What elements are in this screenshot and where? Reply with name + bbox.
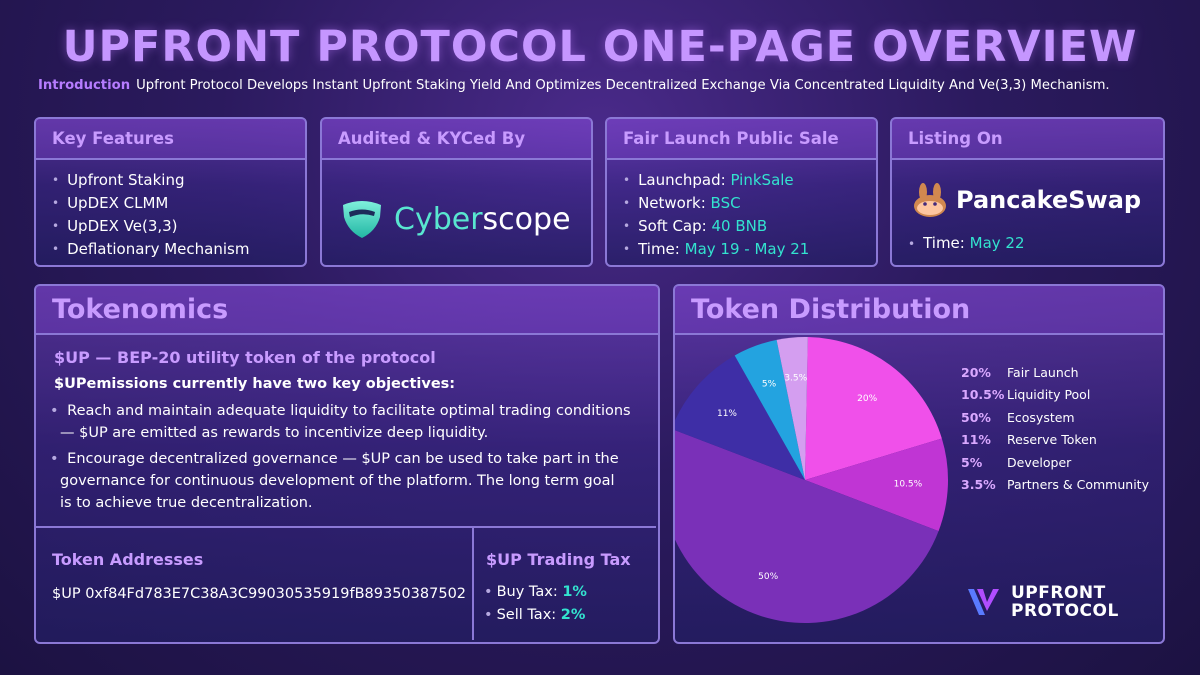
legend-percent: 10.5% — [961, 387, 1005, 403]
key-features-title: Key Features — [36, 119, 305, 160]
token-address: $UP 0xf84Fd783E7C38A3C99030535919fB89350… — [52, 586, 467, 602]
audited-card: Audited & KYCed By Cyberscope — [320, 117, 593, 267]
audited-title: Audited & KYCed By — [322, 119, 591, 160]
pancakeswap-wordmark: PancakeSwap — [956, 186, 1142, 214]
legend-percent: 50% — [961, 409, 991, 425]
pie-slice-label: 10.5% — [894, 480, 923, 490]
pie-slice-reserve-token — [675, 355, 805, 480]
tokenomics-divider-vertical — [472, 526, 474, 640]
legend-item: 50% Ecosystem — [961, 407, 1149, 429]
fair-launch-title: Fair Launch Public Sale — [607, 119, 876, 160]
objective-liquidity: Reach and maintain adequate liquidity to… — [50, 400, 660, 444]
fair-launch-list: Launchpad: PinkSale Network: BSC Soft Ca… — [607, 160, 876, 261]
key-features-card: Key Features Upfront Staking UpDEX CLMM … — [34, 117, 307, 267]
legend-item: 3.5% Partners & Community — [961, 474, 1149, 496]
upfront-protocol-logo: UPFRONT PROTOCOL — [965, 584, 1119, 620]
introduction-label: Introduction — [38, 78, 131, 93]
tokenomics-divider — [36, 526, 656, 528]
pie-legend: 20% Fair Launch 10.5% Liquidity Pool 50% Ecos… — [961, 362, 1149, 496]
network-item: Network: BSC — [623, 192, 876, 215]
legend-label: Reserve Token — [1007, 432, 1097, 448]
listing-title: Listing On — [892, 119, 1163, 160]
tokenomics-card: Tokenomics $UP — BEP-20 utility token of… — [34, 284, 660, 644]
pie-slice-fair-launch — [805, 337, 942, 480]
token-addresses-title: Token Addresses — [52, 550, 204, 569]
token-distribution-card: Token Distribution 20% 10.5% 50% 11% 5% 3.5% … — [673, 284, 1165, 644]
pie-slice-ecosystem — [675, 430, 939, 623]
pie-slice-developer — [734, 339, 805, 480]
pie-slice-partners-community — [776, 337, 808, 480]
tokenomics-title: Tokenomics — [36, 286, 658, 335]
legend-percent: 5% — [961, 454, 983, 470]
legend-item: 10.5% Liquidity Pool — [961, 384, 1149, 406]
objectives-heading: $UPemissions currently have two key obje… — [54, 376, 456, 392]
page-title: UPFRONT PROTOCOL ONE-PAGE OVERVIEW — [62, 22, 1138, 72]
introduction: Introduction Upfront Protocol Develops In… — [38, 78, 1178, 93]
launchpad-item: Launchpad: PinkSale — [623, 169, 876, 192]
legend-label: Fair Launch — [1007, 365, 1079, 380]
feature-item: Deflationary Mechanism — [52, 238, 305, 261]
legend-label: Liquidity Pool — [1007, 387, 1091, 403]
introduction-text: Upfront Protocol Develops Instant Upfron… — [136, 78, 1110, 93]
token-distribution-title: Token Distribution — [675, 286, 1163, 335]
cyberscope-wordmark: Cyberscope — [394, 201, 571, 237]
listing-card: Listing On PancakeSwap Time: May 22 — [890, 117, 1165, 267]
pie-slice-liquidity-pool — [805, 438, 948, 532]
upfront-logo-text: UPFRONT PROTOCOL — [1011, 583, 1119, 621]
sale-time-item: Time: May 19 - May 21 — [623, 238, 876, 261]
fair-launch-card: Fair Launch Public Sale Launchpad: PinkS… — [605, 117, 878, 267]
legend-percent: 3.5% — [961, 476, 996, 492]
feature-item: UpDEX Ve(3,3) — [52, 215, 305, 238]
legend-item: 20% Fair Launch — [961, 362, 1149, 384]
listing-time: Time: May 22 — [908, 234, 1024, 252]
legend-item: 11% Reserve Token — [961, 429, 1149, 451]
shield-icon — [343, 201, 381, 238]
bunny-icon — [914, 183, 946, 217]
pie-slice-label: 3.5% — [784, 373, 807, 383]
upfront-logo-icon — [968, 589, 999, 615]
legend-label: Developer — [1007, 454, 1072, 470]
legend-percent: 11% — [961, 432, 991, 448]
pie-slice-label: 50% — [758, 572, 778, 582]
pie-slice-label: 11% — [717, 409, 737, 419]
feature-item: Upfront Staking — [52, 169, 305, 192]
pie-slice-label: 5% — [762, 380, 777, 390]
legend-label: Partners & Community — [1007, 476, 1149, 492]
tokenomics-subtitle: $UP — BEP-20 utility token of the protoc… — [54, 348, 436, 367]
legend-percent: 20% — [961, 365, 991, 380]
cyberscope-logo: Cyberscope — [340, 199, 571, 239]
sell-tax: Sell Tax: 2% — [484, 607, 586, 623]
buy-tax: Buy Tax: 1% — [484, 584, 587, 600]
legend-label: Ecosystem — [1007, 409, 1075, 425]
key-features-list: Upfront Staking UpDEX CLMM UpDEX Ve(3,3)… — [36, 160, 305, 261]
pancakeswap-logo: PancakeSwap — [912, 183, 1141, 217]
trading-tax-title: $UP Trading Tax — [486, 550, 631, 569]
distribution-pie-chart: 20% 10.5% 50% 11% 5% 3.5% — [675, 337, 948, 623]
feature-item: UpDEX CLMM — [52, 192, 305, 215]
legend-item: 5% Developer — [961, 452, 1149, 474]
objective-governance: Encourage decentralized governance — $UP… — [50, 448, 660, 514]
pie-slice-label: 20% — [857, 394, 877, 404]
soft-cap-item: Soft Cap: 40 BNB — [623, 215, 876, 238]
